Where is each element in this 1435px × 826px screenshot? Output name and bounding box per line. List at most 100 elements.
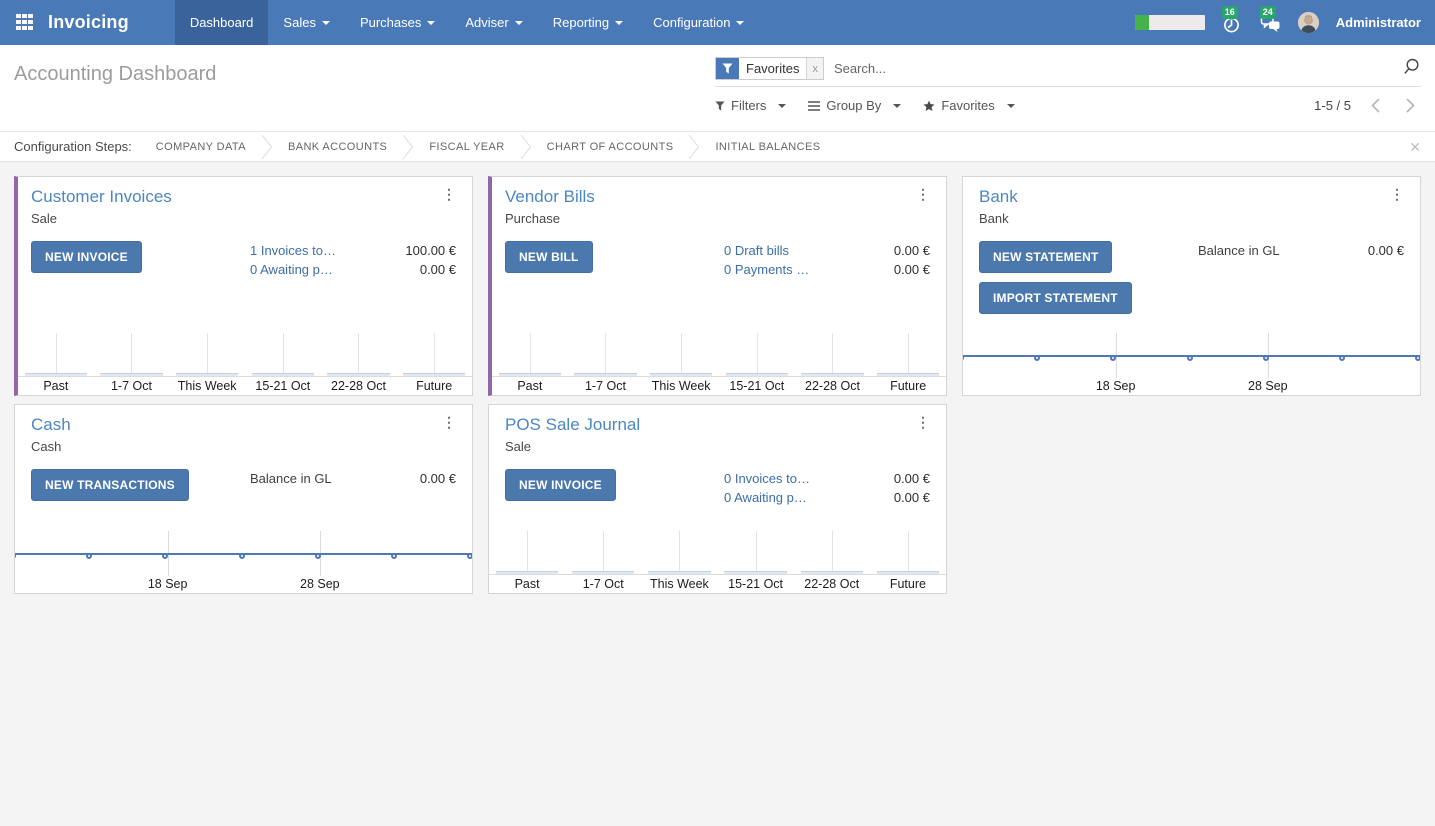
- card-header: Customer Invoices ⋮ Sale: [18, 177, 472, 226]
- facet-label: Favorites: [739, 58, 807, 79]
- cards-grid: Customer Invoices ⋮ Sale NEW INVOICE 1 I…: [14, 176, 1421, 594]
- card-body: NEW TRANSACTIONS Balance in GL 0.00 €: [15, 454, 472, 501]
- graph-slot: This Week: [641, 531, 717, 593]
- graph-slot: 22-28 Oct: [795, 333, 871, 395]
- systray: 16 24 Administr: [1134, 0, 1435, 45]
- kebab-menu-icon[interactable]: ⋮: [442, 414, 456, 430]
- chevron-down-icon: [1006, 103, 1015, 108]
- graph-x-label: 18 Sep: [1095, 379, 1136, 393]
- step-company-data[interactable]: COMPANY DATA: [155, 140, 246, 153]
- activities-icon[interactable]: 16: [1221, 6, 1243, 33]
- import-statement-button[interactable]: IMPORT STATEMENT: [979, 282, 1132, 314]
- close-icon[interactable]: ✕: [1409, 138, 1421, 155]
- group-by-button[interactable]: Group By: [808, 98, 902, 113]
- graph-axis: [18, 376, 472, 377]
- pager: 1-5 / 5: [1314, 98, 1421, 113]
- stat-amount: 0.00 €: [419, 471, 456, 486]
- filter-group: Filters Group By Favorites: [715, 98, 1015, 113]
- stat-amount: 0.00 €: [893, 262, 930, 277]
- graph-slot: 15-21 Oct: [719, 333, 795, 395]
- stat-link[interactable]: 0 Awaiting p…: [250, 262, 333, 277]
- kebab-menu-icon[interactable]: ⋮: [916, 414, 930, 430]
- graph-x-label: 1-7 Oct: [582, 577, 624, 591]
- graph-tick: [831, 531, 833, 575]
- step-chart-of-accounts[interactable]: CHART OF ACCOUNTS: [546, 140, 674, 153]
- graph-x-label: 15-21 Oct: [729, 379, 785, 393]
- menu-reporting[interactable]: Reporting: [538, 0, 638, 45]
- graph-bar: [574, 373, 637, 376]
- stat-amount: 100.00 €: [405, 243, 456, 258]
- messages-icon[interactable]: 24: [1259, 6, 1281, 33]
- step-initial-balances[interactable]: INITIAL BALANCES: [715, 140, 821, 153]
- graph-tick: [131, 333, 133, 377]
- pager-value: 1-5 / 5: [1314, 98, 1351, 113]
- usage-gauge: [1134, 15, 1205, 30]
- stat-amount: 0.00 €: [419, 262, 456, 277]
- stat-link[interactable]: 1 Invoices to…: [250, 243, 336, 258]
- graph-tick: [358, 333, 360, 377]
- pager-next-button[interactable]: [1400, 98, 1421, 113]
- search-bar: Favorites x: [715, 57, 1421, 87]
- new-invoice-button[interactable]: NEW INVOICE: [31, 241, 142, 273]
- search-icon[interactable]: [1404, 58, 1421, 80]
- graph-bar: [800, 571, 863, 574]
- facet-remove-button[interactable]: x: [806, 58, 823, 79]
- card-title[interactable]: Cash: [31, 415, 71, 434]
- menu-purchases[interactable]: Purchases: [345, 0, 450, 45]
- card-graph[interactable]: Past 1-7 Oct This Week 15-21 Oct 22-28 Oct Fu…: [492, 333, 946, 395]
- graph-point: [314, 553, 321, 559]
- new-invoice-button[interactable]: NEW INVOICE: [505, 469, 616, 501]
- graph-point: [86, 553, 93, 559]
- step-fiscal-year[interactable]: FISCAL YEAR: [429, 140, 505, 153]
- new-transactions-button[interactable]: NEW TRANSACTIONS: [31, 469, 189, 501]
- kebab-menu-icon[interactable]: ⋮: [916, 186, 930, 202]
- step-bank-accounts[interactable]: BANK ACCOUNTS: [287, 140, 388, 153]
- card-header: POS Sale Journal ⋮ Sale: [489, 405, 946, 454]
- graph-bar: [495, 571, 559, 574]
- new-statement-button[interactable]: NEW STATEMENT: [979, 241, 1113, 273]
- filters-button[interactable]: Filters: [715, 98, 787, 113]
- card-graph[interactable]: Past 1-7 Oct This Week 15-21 Oct 22-28 Oct Fu…: [18, 333, 472, 395]
- kebab-menu-icon[interactable]: ⋮: [1390, 186, 1404, 202]
- stat-row: 0 Invoices to… 0.00 €: [724, 469, 930, 488]
- graph-bar: [725, 373, 788, 376]
- graph-x-label: 22-28 Oct: [804, 577, 860, 591]
- menu-configuration[interactable]: Configuration: [638, 0, 759, 45]
- avatar[interactable]: [1297, 12, 1319, 33]
- stat-row: 0 Awaiting p… 0.00 €: [724, 488, 930, 507]
- search-input[interactable]: [829, 58, 1398, 79]
- stat-link[interactable]: 0 Awaiting p…: [724, 490, 807, 505]
- card-title[interactable]: POS Sale Journal: [505, 415, 641, 434]
- graph-point: [390, 553, 397, 559]
- card-graph[interactable]: Past 1-7 Oct This Week 15-21 Oct 22-28 Oct Fu…: [489, 531, 946, 593]
- stat-link[interactable]: 0 Invoices to…: [724, 471, 810, 486]
- graph-axis: [492, 376, 946, 377]
- card-graph[interactable]: 18 Sep 28 Sep: [15, 531, 472, 593]
- card-stats: Balance in GL 0.00 €: [250, 469, 456, 488]
- favorites-button[interactable]: Favorites: [923, 98, 1015, 113]
- user-name[interactable]: Administrator: [1335, 15, 1421, 30]
- graph-bar: [724, 571, 787, 574]
- card-graph[interactable]: 18 Sep 28 Sep: [963, 333, 1420, 395]
- graph-slot: 15-21 Oct: [245, 333, 321, 395]
- apps-menu-icon[interactable]: [16, 13, 34, 32]
- stat-link[interactable]: 0 Payments …: [724, 262, 810, 277]
- card-title[interactable]: Vendor Bills: [505, 187, 595, 206]
- menu-dashboard[interactable]: Dashboard: [174, 0, 269, 45]
- pager-previous-button[interactable]: [1365, 98, 1386, 113]
- card-title[interactable]: Bank: [979, 187, 1018, 206]
- graph-tick: [605, 333, 607, 377]
- star-icon: [923, 100, 935, 111]
- card-subtitle: Bank: [979, 211, 1009, 226]
- card-stats: 1 Invoices to… 100.00 € 0 Awaiting p… 0.…: [250, 241, 456, 279]
- card-bank: Bank ⋮ Bank NEW STATEMENT IMPORT STATEME…: [962, 176, 1421, 396]
- menu-adviser[interactable]: Adviser: [450, 0, 537, 45]
- card-title[interactable]: Customer Invoices: [31, 187, 172, 206]
- stat-link[interactable]: 0 Draft bills: [724, 243, 790, 258]
- graph-point: [238, 553, 245, 559]
- graph-bar: [24, 373, 87, 376]
- menu-sales[interactable]: Sales: [268, 0, 345, 45]
- kebab-menu-icon[interactable]: ⋮: [442, 186, 456, 202]
- card-body: NEW INVOICE 1 Invoices to… 100.00 € 0 Aw…: [18, 226, 472, 279]
- new-bill-button[interactable]: NEW BILL: [505, 241, 593, 273]
